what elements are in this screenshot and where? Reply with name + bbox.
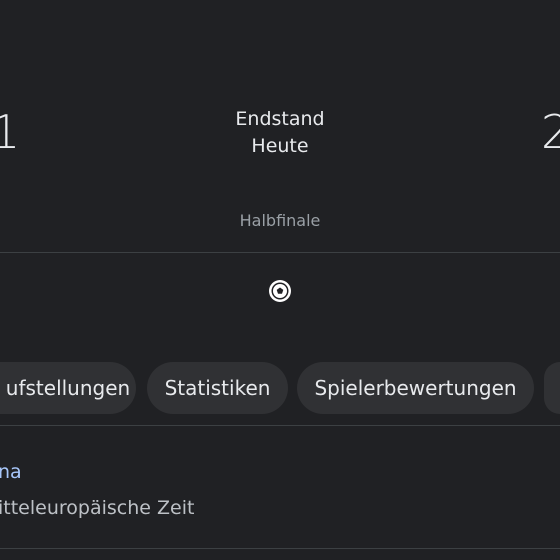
tab-label: ufstellungen: [5, 376, 131, 400]
home-score: 1: [0, 105, 21, 159]
match-date: Heute: [251, 135, 309, 157]
match-status: Endstand: [235, 108, 325, 130]
tab[interactable]: [544, 362, 560, 414]
divider: [0, 548, 560, 549]
soccer-ball-icon: [269, 280, 291, 302]
away-score: 2: [541, 105, 560, 159]
tab[interactable]: Statistiken: [147, 362, 288, 414]
divider: [0, 425, 560, 426]
tab-label: Spielerbewertungen: [314, 376, 517, 400]
venue-link[interactable]: na: [0, 461, 22, 483]
tab[interactable]: Spielerbewertungen: [297, 362, 534, 414]
timezone: itteleuropäische Zeit: [0, 497, 195, 519]
tab[interactable]: ufstellungen: [0, 362, 136, 414]
divider: [0, 252, 560, 253]
tab-label: Statistiken: [164, 376, 271, 400]
match-stage: Halbfinale: [239, 211, 321, 230]
